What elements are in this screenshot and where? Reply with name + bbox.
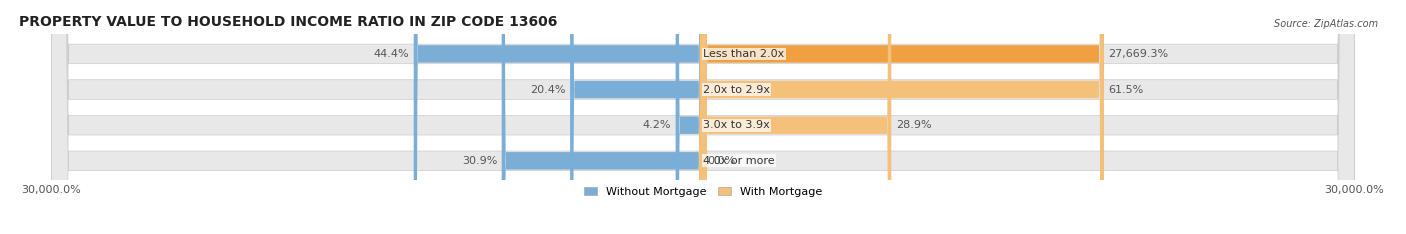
Text: 4.0x or more: 4.0x or more (703, 156, 775, 166)
Text: PROPERTY VALUE TO HOUSEHOLD INCOME RATIO IN ZIP CODE 13606: PROPERTY VALUE TO HOUSEHOLD INCOME RATIO… (18, 15, 557, 29)
Text: 28.9%: 28.9% (896, 120, 931, 130)
FancyBboxPatch shape (569, 0, 703, 234)
FancyBboxPatch shape (676, 0, 703, 234)
FancyBboxPatch shape (52, 0, 1354, 234)
FancyBboxPatch shape (703, 0, 1104, 234)
FancyBboxPatch shape (413, 0, 703, 234)
FancyBboxPatch shape (52, 0, 1354, 234)
Text: Less than 2.0x: Less than 2.0x (703, 49, 785, 59)
FancyBboxPatch shape (52, 0, 1354, 234)
Text: 20.4%: 20.4% (530, 84, 565, 95)
Text: 2.0x to 2.9x: 2.0x to 2.9x (703, 84, 770, 95)
Text: Source: ZipAtlas.com: Source: ZipAtlas.com (1274, 19, 1378, 29)
FancyBboxPatch shape (703, 0, 1104, 234)
FancyBboxPatch shape (703, 0, 891, 234)
FancyBboxPatch shape (699, 0, 707, 234)
FancyBboxPatch shape (502, 0, 703, 234)
Text: 0.0%: 0.0% (707, 156, 735, 166)
FancyBboxPatch shape (52, 0, 1354, 234)
Text: 4.2%: 4.2% (643, 120, 671, 130)
Text: 27,669.3%: 27,669.3% (1108, 49, 1168, 59)
Text: 3.0x to 3.9x: 3.0x to 3.9x (703, 120, 769, 130)
Text: 44.4%: 44.4% (374, 49, 409, 59)
Legend: Without Mortgage, With Mortgage: Without Mortgage, With Mortgage (579, 182, 827, 201)
Text: 30.9%: 30.9% (463, 156, 498, 166)
Text: 61.5%: 61.5% (1108, 84, 1143, 95)
